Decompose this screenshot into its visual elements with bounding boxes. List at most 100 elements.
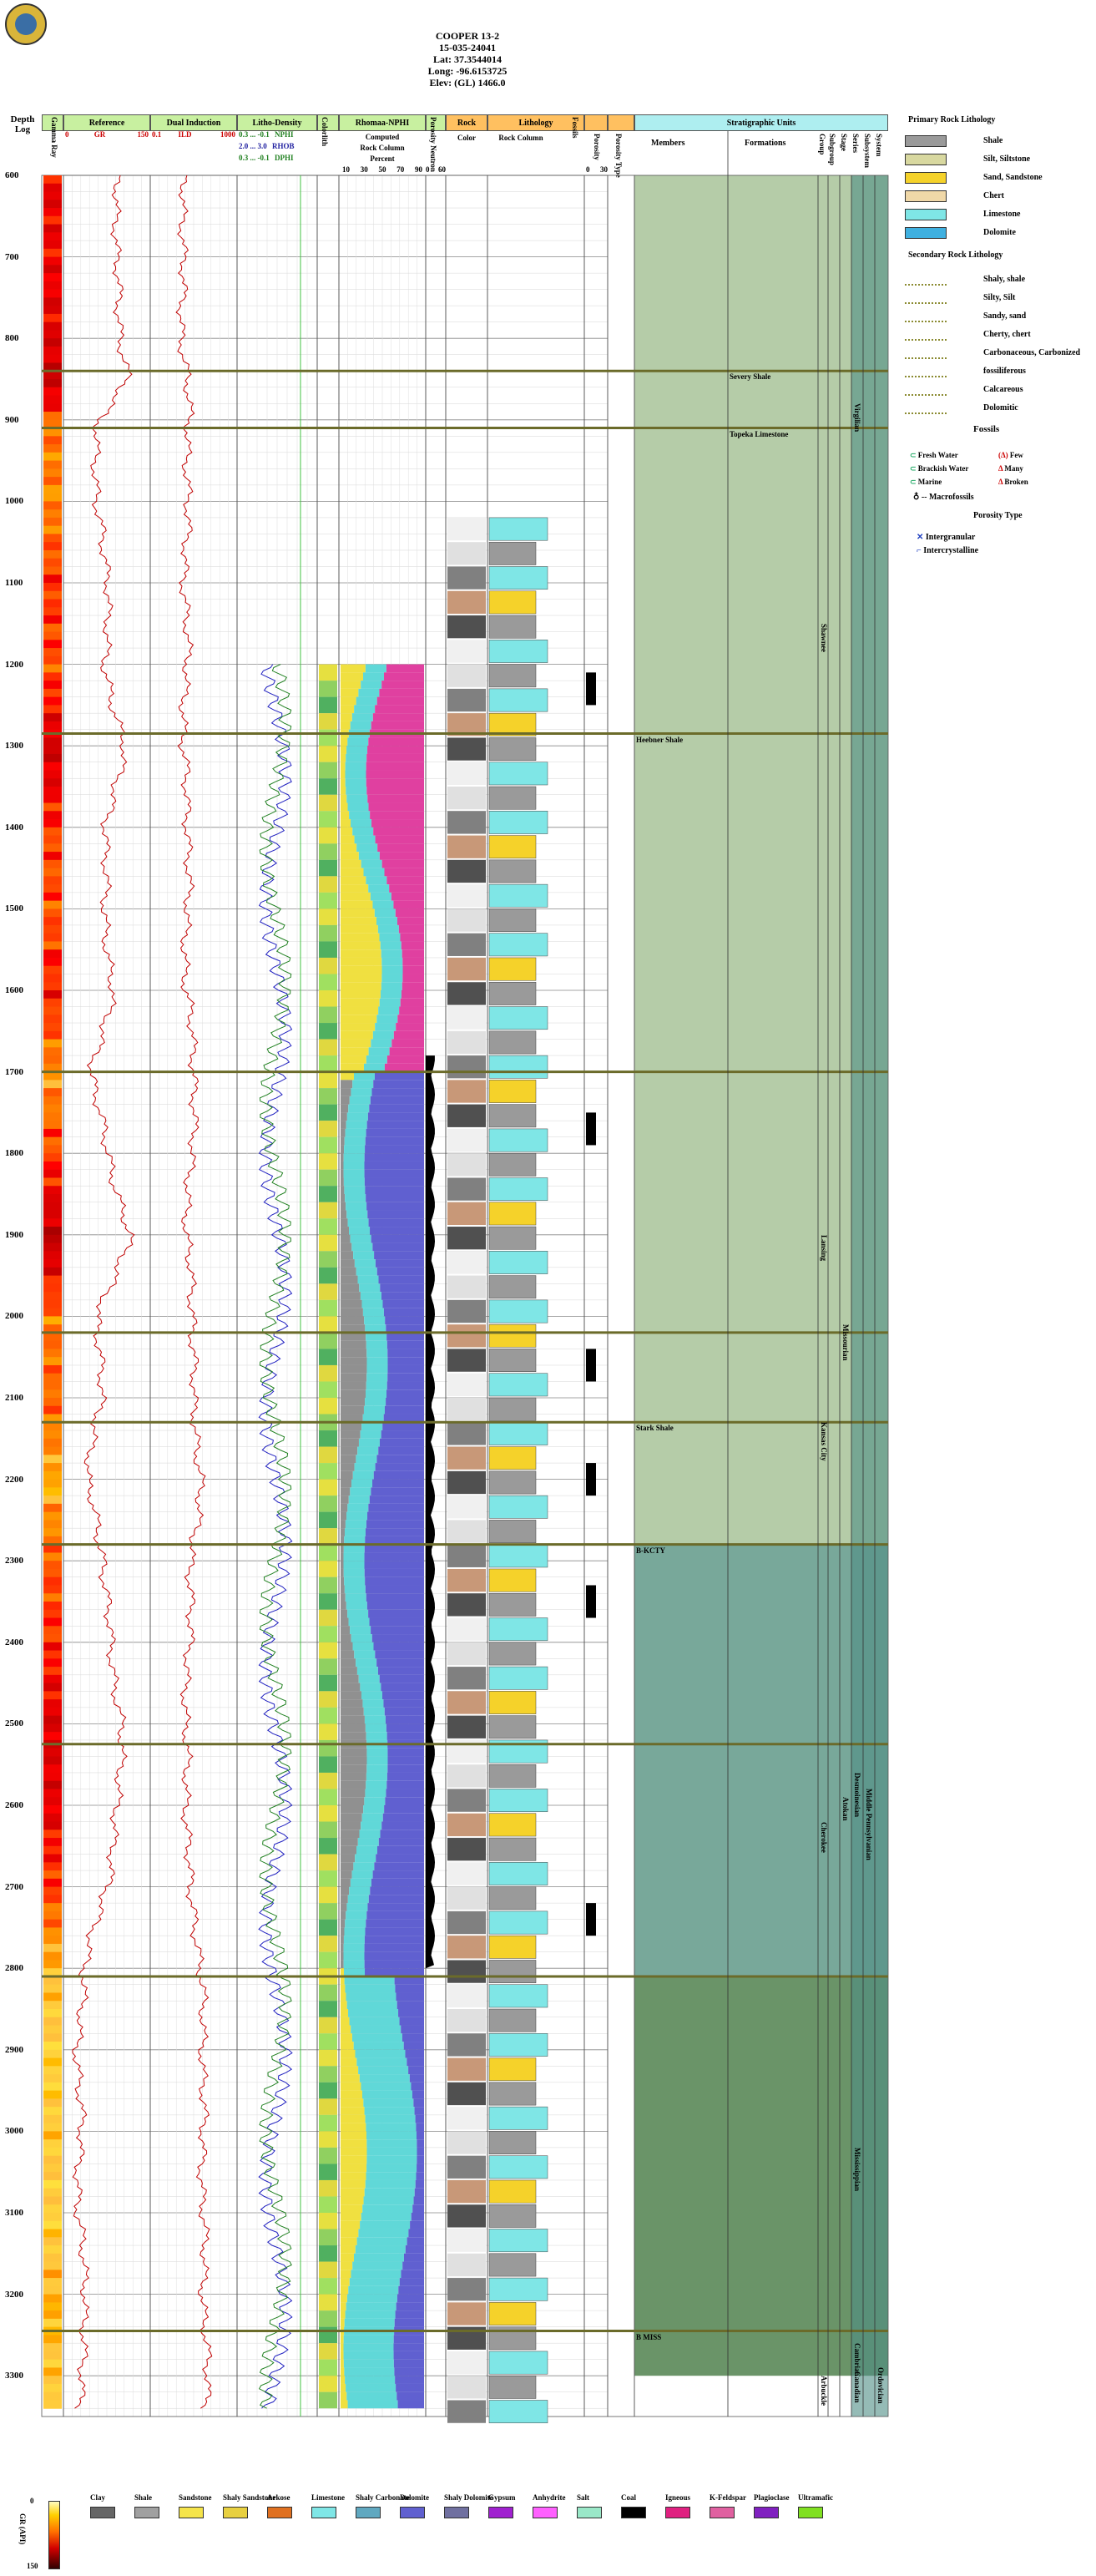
depth-tick-label: 1800 — [5, 1148, 23, 1159]
rock-fraction-c — [368, 1503, 424, 1512]
rock-fraction-a — [341, 1699, 363, 1708]
rock-fraction-c — [366, 1194, 424, 1202]
strat-unit-label: Canadian — [853, 2371, 861, 2403]
gamma-strip-cell — [43, 1658, 62, 1668]
primary-legend-swatch — [905, 154, 947, 165]
gamma-strip-cell — [43, 607, 62, 616]
depth-tick-label: 2000 — [5, 1311, 23, 1322]
colorlith-cell — [319, 2196, 337, 2213]
gamma-strip-cell — [43, 1161, 62, 1171]
rock-fraction-a — [341, 1121, 346, 1129]
colorlith-cell — [319, 1169, 337, 1187]
lithology-bed — [488, 1152, 537, 1177]
colorlith-cell — [319, 859, 337, 877]
rock-color-bed — [447, 1202, 486, 1226]
rock-fraction-a — [341, 827, 353, 836]
rock-fraction-c — [384, 672, 424, 681]
rock-fraction-a — [341, 2302, 346, 2311]
rock-fraction-b — [346, 2294, 397, 2303]
gamma-strip-cell — [43, 2204, 62, 2214]
gamma-strip-cell — [43, 2090, 62, 2099]
rock-fraction-b — [343, 1544, 365, 1553]
gamma-strip-cell — [43, 183, 62, 193]
lithology-bed — [488, 2375, 537, 2399]
lithology-bed — [488, 1592, 537, 1617]
rock-fraction-a — [341, 762, 346, 771]
rock-color-bed — [447, 1006, 486, 1030]
subgroup-header: Subgroup — [828, 134, 836, 165]
gamma-strip-cell — [43, 574, 62, 584]
strat-unit-label: Virgilian — [853, 403, 861, 433]
colorlith-header — [317, 114, 339, 131]
depth-tick-label: 1900 — [5, 1229, 23, 1240]
colorlith-cell — [319, 762, 337, 779]
gamma-strip-cell — [43, 2066, 62, 2075]
rock-fraction-b — [361, 2090, 412, 2099]
rock-fraction-b — [347, 1895, 369, 1904]
gamma-strip-cell — [43, 640, 62, 649]
gamma-strip-cell — [43, 1039, 62, 1048]
gamma-strip-cell — [43, 1552, 62, 1561]
rock-fraction-a — [341, 1805, 364, 1814]
gamma-strip-cell — [43, 2001, 62, 2010]
gamma-strip-cell — [43, 362, 62, 372]
rock-fraction-b — [358, 1438, 380, 1447]
gamma-strip-cell — [43, 2114, 62, 2124]
rock-fraction-b — [351, 819, 372, 827]
rock-fraction-c — [376, 1267, 424, 1276]
rock-fraction-c — [365, 1927, 424, 1936]
rock-color-bed — [447, 1227, 486, 1250]
rock-fraction-b — [363, 1707, 385, 1716]
rock-fraction-a — [341, 1194, 346, 1202]
gamma-strip-cell — [43, 525, 62, 534]
rock-fraction-c — [384, 1405, 424, 1415]
colorlith-cell — [319, 2245, 337, 2262]
rock-fraction-b — [366, 1748, 388, 1757]
rock-fraction-b — [349, 811, 371, 820]
rock-fraction-c — [386, 664, 424, 673]
rock-fraction-a — [341, 2383, 346, 2392]
depth-tick-label: 1000 — [5, 496, 23, 507]
gamma-strip-cell — [43, 753, 62, 763]
gamma-strip-cell — [43, 1381, 62, 1390]
gamma-strip-cell — [43, 306, 62, 315]
gamma-strip-cell — [43, 924, 62, 934]
secondary-legend-label: Carbonaceous, Carbonized — [983, 348, 1081, 357]
rock-fraction-c — [417, 2164, 424, 2173]
gamma-strip-cell — [43, 2343, 62, 2352]
gamma-strip-cell — [43, 1756, 62, 1765]
rock-fraction-b — [353, 1071, 375, 1081]
gamma-strip-cell — [43, 1169, 62, 1178]
gamma-strip-cell — [43, 1495, 62, 1505]
rock-fraction-c — [381, 681, 424, 689]
rock-fraction-c — [382, 1299, 424, 1308]
rock-fraction-b — [381, 965, 403, 974]
colorlith-cell — [319, 1251, 337, 1268]
rock-color-bed — [447, 2155, 486, 2179]
bottom-legend-swatch — [134, 2507, 159, 2518]
gamma-strip-cell — [43, 623, 62, 633]
rock-fraction-b — [364, 1797, 386, 1805]
rock-fraction-b — [343, 2351, 394, 2360]
rock-fraction-b — [350, 1487, 371, 1496]
rock-fraction-a — [341, 1161, 344, 1170]
rock-fraction-c — [386, 1780, 424, 1789]
bottom-legend-label: Sandstone — [179, 2493, 212, 2502]
rock-fraction-c — [369, 1617, 424, 1627]
gamma-strip-cell — [43, 1707, 62, 1717]
rock-fraction-c — [366, 778, 424, 787]
rock-color-bed — [447, 1153, 486, 1177]
rock-fraction-b — [363, 1063, 385, 1072]
gamma-strip-cell — [43, 1951, 62, 1961]
colorlith-cell — [319, 974, 337, 990]
rock-fraction-a — [341, 1813, 362, 1822]
bottom-legend-label: Anhydrite — [533, 2493, 566, 2502]
rock-fraction-a — [341, 1381, 366, 1390]
lithology-bed — [488, 957, 537, 981]
gamma-strip-cell — [43, 1862, 62, 1871]
rock-fraction-c — [368, 1895, 424, 1904]
strat-bg-upper — [634, 175, 888, 1545]
gamma-strip-cell — [43, 2155, 62, 2164]
rock-fraction-c — [371, 819, 424, 827]
gamma-strip-cell — [43, 1316, 62, 1325]
